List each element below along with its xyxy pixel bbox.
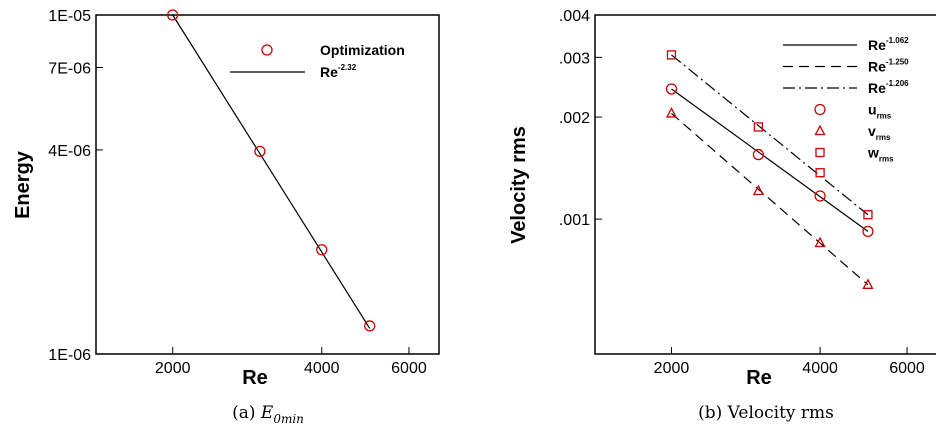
data-point-v-b (665, 107, 678, 118)
plot-frame-b (594, 14, 936, 355)
caption-b: (b) Velocity rms (698, 403, 834, 423)
legend-marker-Optimization (261, 44, 273, 56)
legend-marker-u (814, 103, 826, 116)
data-point-u-b (752, 148, 765, 161)
y-axis-label-a: Energy (12, 150, 34, 219)
legend-label: urms (868, 102, 892, 121)
data-point-w-b (815, 168, 825, 178)
data-point-w-b (753, 122, 764, 132)
data-point-Optimization-a (316, 244, 328, 256)
x-axis-label-a: Re (242, 367, 268, 389)
legend-label: Re-1.250 (868, 58, 909, 75)
legend-label: Re-1.206 (868, 79, 909, 96)
data-point-v-b (862, 278, 874, 289)
data-point-u-b (862, 225, 874, 238)
legend-marker-v (814, 124, 826, 136)
legend-label: Re-2.32 (320, 63, 357, 80)
x-tick-label-b: 4000 (802, 360, 838, 377)
legend-marker-w (815, 147, 825, 158)
data-point-Optimization-a (254, 145, 266, 158)
y-axis-label-b: Velocity rms (508, 126, 530, 244)
data-point-w-b (863, 210, 873, 220)
data-point-Optimization-a (167, 9, 179, 21)
data-point-v-b (752, 184, 764, 196)
legend-b: Re-1.062 Re-1.250 Re-1.206 urms vrms wrms (783, 36, 909, 164)
plot-frame-a (95, 14, 440, 355)
fit-line-a-1 (172, 14, 371, 329)
legend-label: Optimization (320, 42, 405, 58)
panel-b: 2000 4000 6000.001.002.003.004 Re-1.062Re-… (508, 8, 936, 423)
data-point-v-b (814, 236, 826, 248)
fit-line-b-1 (671, 88, 869, 232)
y-tick-label-b: .001 (559, 212, 590, 229)
fit-line-b-3 (671, 54, 869, 216)
x-tick-label-b: 2000 (654, 360, 690, 377)
y-tick-label-b: .003 (559, 50, 590, 67)
data-point-w-b (666, 50, 677, 60)
y-tick-label-a: 1E-06 (48, 347, 91, 364)
data-point-u-b (665, 83, 678, 95)
legend-label: wrms (867, 145, 894, 164)
y-tick-label-b: .002 (559, 110, 590, 127)
legend-a: Optimization Re-2.32 (230, 42, 405, 80)
y-tick-label-a: 1E-05 (48, 8, 91, 25)
data-point-u-b (814, 190, 826, 202)
data-point-Optimization-a (364, 320, 376, 332)
x-tick-label-a: 6000 (391, 360, 427, 377)
fit-line-b-2 (671, 112, 869, 286)
x-tick-label-a: 4000 (304, 360, 340, 377)
y-tick-label-a: 7E-06 (48, 61, 91, 78)
x-tick-label-a: 2000 (155, 360, 191, 377)
y-tick-label-b: .004 (559, 8, 590, 25)
legend-label: vrms (868, 123, 891, 142)
x-tick-label-b: 6000 (889, 360, 925, 377)
panel-a: 2000 4000 6000 1E-06 4E-06 7E-06 1E-05 Optimiz… (12, 8, 440, 426)
legend-label: Re-1.062 (868, 36, 909, 53)
caption-a: (a) E0min (232, 403, 304, 426)
x-axis-label-b: Re (746, 367, 772, 389)
y-tick-label-a: 4E-06 (48, 143, 91, 160)
